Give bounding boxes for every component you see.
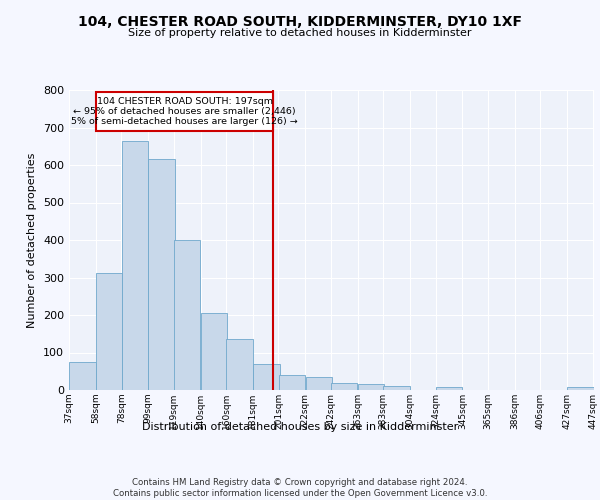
Bar xyxy=(96,273,122,390)
Bar xyxy=(436,387,462,390)
Bar xyxy=(358,384,385,390)
Bar xyxy=(148,160,175,390)
Text: Size of property relative to detached houses in Kidderminster: Size of property relative to detached ho… xyxy=(128,28,472,38)
Text: Contains HM Land Registry data © Crown copyright and database right 2024.
Contai: Contains HM Land Registry data © Crown c… xyxy=(113,478,487,498)
FancyBboxPatch shape xyxy=(96,92,274,131)
Bar xyxy=(568,387,594,390)
Bar xyxy=(122,140,148,390)
Bar xyxy=(305,377,332,390)
Text: Distribution of detached houses by size in Kidderminster: Distribution of detached houses by size … xyxy=(142,422,458,432)
Text: 104, CHESTER ROAD SOUTH, KIDDERMINSTER, DY10 1XF: 104, CHESTER ROAD SOUTH, KIDDERMINSTER, … xyxy=(78,15,522,29)
Bar xyxy=(226,340,253,390)
Bar xyxy=(201,313,227,390)
Y-axis label: Number of detached properties: Number of detached properties xyxy=(28,152,37,328)
Bar xyxy=(69,362,95,390)
Text: 104 CHESTER ROAD SOUTH: 197sqm
← 95% of detached houses are smaller (2,446)
5% o: 104 CHESTER ROAD SOUTH: 197sqm ← 95% of … xyxy=(71,96,298,126)
Bar xyxy=(331,382,358,390)
Bar xyxy=(278,375,305,390)
Bar xyxy=(253,364,280,390)
Bar xyxy=(174,240,200,390)
Bar xyxy=(383,386,410,390)
